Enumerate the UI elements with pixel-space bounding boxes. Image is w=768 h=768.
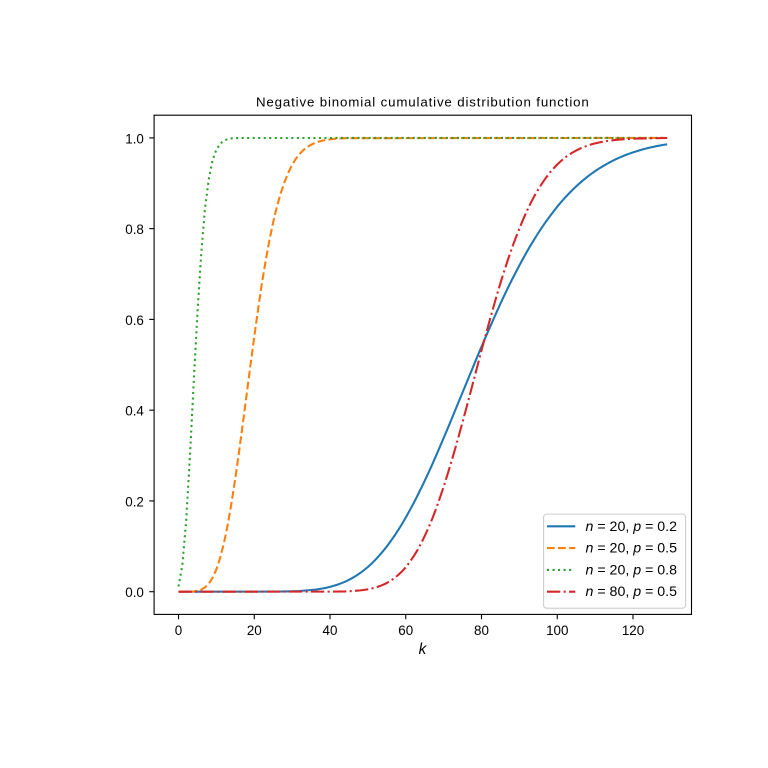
svg-text:0: 0 — [175, 623, 182, 638]
svg-text:0.0: 0.0 — [125, 585, 144, 600]
svg-text:0.8: 0.8 — [125, 222, 144, 237]
svg-text:20: 20 — [247, 623, 262, 638]
svg-text:Negative binomial cumulative d: Negative binomial cumulative distributio… — [256, 94, 590, 109]
svg-text:1.0: 1.0 — [125, 131, 144, 146]
svg-text:0.4: 0.4 — [125, 404, 144, 419]
svg-text:80: 80 — [474, 623, 489, 638]
svg-text:n = 80, p = 0.5: n = 80, p = 0.5 — [586, 584, 678, 600]
svg-text:n = 20, p = 0.2: n = 20, p = 0.2 — [586, 519, 678, 535]
svg-text:0.6: 0.6 — [125, 313, 144, 328]
svg-text:k: k — [419, 641, 428, 658]
svg-text:n = 20, p = 0.8: n = 20, p = 0.8 — [586, 562, 678, 578]
svg-text:40: 40 — [323, 623, 338, 638]
svg-text:120: 120 — [622, 623, 644, 638]
svg-text:60: 60 — [398, 623, 413, 638]
svg-text:0.2: 0.2 — [125, 494, 144, 509]
svg-text:n = 20, p = 0.5: n = 20, p = 0.5 — [586, 541, 678, 557]
svg-text:100: 100 — [546, 623, 568, 638]
